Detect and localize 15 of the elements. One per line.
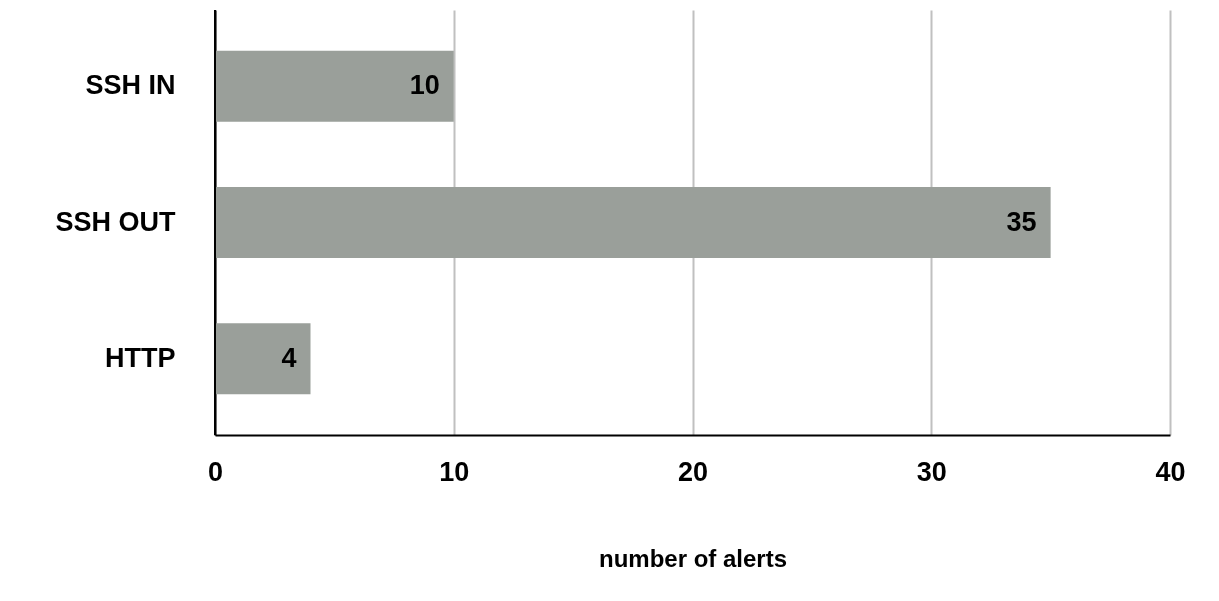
x-tick-label: 10 bbox=[439, 456, 470, 487]
x-tick-label: 30 bbox=[916, 456, 947, 487]
x-axis-title: number of alerts bbox=[598, 544, 788, 572]
y-tick-label: SSH IN bbox=[85, 70, 176, 101]
y-tick-label: SSH OUT bbox=[55, 206, 176, 237]
data-label: 35 bbox=[1006, 206, 1037, 237]
bar bbox=[215, 323, 311, 395]
x-tick-label: 20 bbox=[677, 456, 709, 487]
x-tick-label: 40 bbox=[1155, 456, 1186, 487]
data-label: 10 bbox=[409, 70, 440, 101]
bar bbox=[215, 50, 454, 122]
y-tick-label: HTTP bbox=[105, 342, 176, 373]
data-label: 4 bbox=[281, 342, 297, 373]
x-tick-label: 0 bbox=[207, 456, 224, 487]
bar bbox=[215, 187, 1051, 258]
